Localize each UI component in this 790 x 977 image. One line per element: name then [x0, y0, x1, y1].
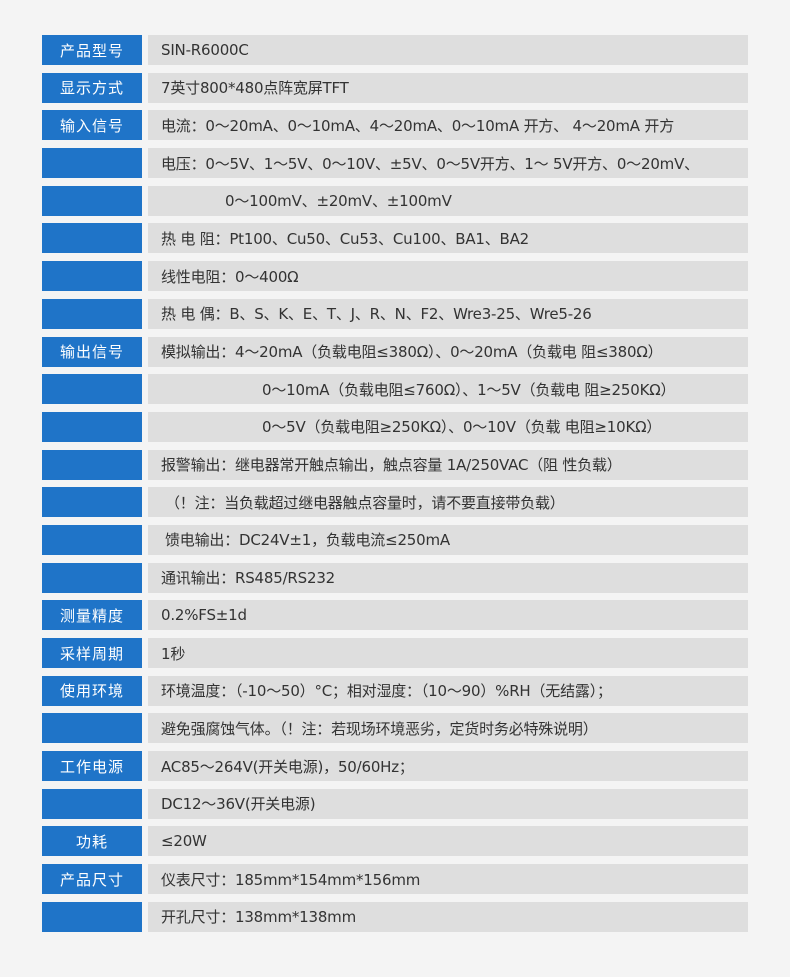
spec-row: 工作电源 AC85～264V(开关电源)，50/60Hz；	[42, 751, 748, 782]
spec-value: 模拟输出：4～20mA（负载电阻≤380Ω）、0～20mA（负载电 阻≤380Ω…	[148, 336, 748, 367]
spec-row: 线性电阻：0～400Ω	[42, 261, 748, 292]
spec-row: 功耗 ≤20W	[42, 826, 748, 857]
spec-row: 显示方式 7英寸800*480点阵宽屏TFT	[42, 72, 748, 103]
spec-label: 产品型号	[42, 35, 142, 65]
spec-label	[42, 449, 142, 480]
spec-row: 输入信号 电流：0～20mA、0～10mA、4～20mA、0～10mA 开方、 4…	[42, 110, 748, 141]
spec-row: 热 电 阻：Pt100、Cu50、Cu53、Cu100、BA1、BA2	[42, 223, 748, 254]
spec-value: SIN-R6000C	[148, 35, 748, 65]
spec-row: 产品尺寸 仪表尺寸：185mm*154mm*156mm	[42, 864, 748, 895]
spec-table: 产品型号 SIN-R6000C 显示方式 7英寸800*480点阵宽屏TFT 输入信号电…	[42, 35, 748, 940]
spec-label	[42, 524, 142, 555]
spec-row: 电压：0～5V、1～5V、0～10V、±5V、0～5V开方、1～ 5V开方、0～…	[42, 148, 748, 179]
spec-row: 0～100mV、±20mV、±100mV	[42, 185, 748, 216]
spec-value: 0～100mV、±20mV、±100mV	[148, 185, 748, 216]
spec-row: 测量精度 0.2%FS±1d	[42, 600, 748, 631]
spec-label	[42, 713, 142, 744]
spec-label: 工作电源	[42, 751, 142, 782]
spec-label: 输出信号	[42, 336, 142, 367]
spec-row: 采样周期 1秒	[42, 638, 748, 668]
spec-row: 报警输出：继电器常开触点输出，触点容量 1A/250VAC（阻 性负载）	[42, 449, 748, 480]
spec-label	[42, 148, 142, 179]
spec-value: （！注：当负载超过继电器触点容量时，请不要直接带负载）	[148, 487, 748, 518]
spec-value: 电流：0～20mA、0～10mA、4～20mA、0～10mA 开方、 4～20m…	[148, 110, 748, 141]
spec-label	[42, 562, 142, 593]
spec-row: 热 电 偶：B、S、K、E、T、J、R、N、F2、Wre3-25、Wre5-26	[42, 298, 748, 329]
spec-value: 线性电阻：0～400Ω	[148, 261, 748, 292]
spec-value: 环境温度：（-10～50）°C；相对湿度：（10～90）%RH（无结露）；	[148, 675, 748, 706]
spec-label	[42, 185, 142, 216]
spec-label	[42, 788, 142, 819]
spec-label	[42, 901, 142, 932]
spec-value: 7英寸800*480点阵宽屏TFT	[148, 72, 748, 103]
spec-row: 使用环境 环境温度：（-10～50）°C；相对湿度：（10～90）%RH（无结露）…	[42, 675, 748, 706]
spec-row: （！注：当负载超过继电器触点容量时，请不要直接带负载）	[42, 487, 748, 518]
spec-label: 测量精度	[42, 600, 142, 631]
spec-row: 0～5V（负载电阻≥250KΩ）、0～10V（负载 电阻≥10KΩ）	[42, 411, 748, 442]
spec-value: AC85～264V(开关电源)，50/60Hz；	[148, 751, 748, 782]
spec-row: 输出信号 模拟输出：4～20mA（负载电阻≤380Ω）、0～20mA（负载电 阻≤…	[42, 336, 748, 367]
spec-value: 开孔尺寸：138mm*138mm	[148, 901, 748, 932]
spec-value: 0.2%FS±1d	[148, 600, 748, 631]
spec-row: 开孔尺寸：138mm*138mm	[42, 901, 748, 932]
spec-value: 报警输出：继电器常开触点输出，触点容量 1A/250VAC（阻 性负载）	[148, 449, 748, 480]
spec-value: DC12～36V(开关电源)	[148, 788, 748, 819]
spec-value: 避免强腐蚀气体。（！注：若现场环境恶劣，定货时务必特殊说明）	[148, 713, 748, 744]
spec-label: 显示方式	[42, 72, 142, 103]
spec-label	[42, 487, 142, 518]
spec-row: 0～10mA（负载电阻≤760Ω）、1～5V（负载电 阻≥250KΩ）	[42, 374, 748, 405]
spec-value: 通讯输出：RS485/RS232	[148, 562, 748, 593]
spec-value: 热 电 阻：Pt100、Cu50、Cu53、Cu100、BA1、BA2	[148, 223, 748, 254]
spec-label: 输入信号	[42, 110, 142, 141]
spec-row: 馈电输出：DC24V±1，负载电流≤250mA	[42, 524, 748, 555]
spec-label: 产品尺寸	[42, 864, 142, 895]
spec-label: 使用环境	[42, 675, 142, 706]
spec-label	[42, 411, 142, 442]
spec-value: 馈电输出：DC24V±1，负载电流≤250mA	[148, 524, 748, 555]
spec-label: 功耗	[42, 826, 142, 857]
spec-label	[42, 261, 142, 292]
spec-value: 仪表尺寸：185mm*154mm*156mm	[148, 864, 748, 895]
spec-row: 通讯输出：RS485/RS232	[42, 562, 748, 593]
spec-label	[42, 374, 142, 405]
spec-row: 避免强腐蚀气体。（！注：若现场环境恶劣，定货时务必特殊说明）	[42, 713, 748, 744]
spec-value: 电压：0～5V、1～5V、0～10V、±5V、0～5V开方、1～ 5V开方、0～…	[148, 148, 748, 179]
spec-label	[42, 298, 142, 329]
spec-value: ≤20W	[148, 826, 748, 857]
spec-value: 0～5V（负载电阻≥250KΩ）、0～10V（负载 电阻≥10KΩ）	[148, 411, 748, 442]
spec-label	[42, 223, 142, 254]
spec-row: DC12～36V(开关电源)	[42, 788, 748, 819]
spec-label: 采样周期	[42, 638, 142, 668]
spec-value: 0～10mA（负载电阻≤760Ω）、1～5V（负载电 阻≥250KΩ）	[148, 374, 748, 405]
spec-value: 热 电 偶：B、S、K、E、T、J、R、N、F2、Wre3-25、Wre5-26	[148, 298, 748, 329]
spec-row: 产品型号 SIN-R6000C	[42, 35, 748, 65]
spec-value: 1秒	[148, 638, 748, 668]
